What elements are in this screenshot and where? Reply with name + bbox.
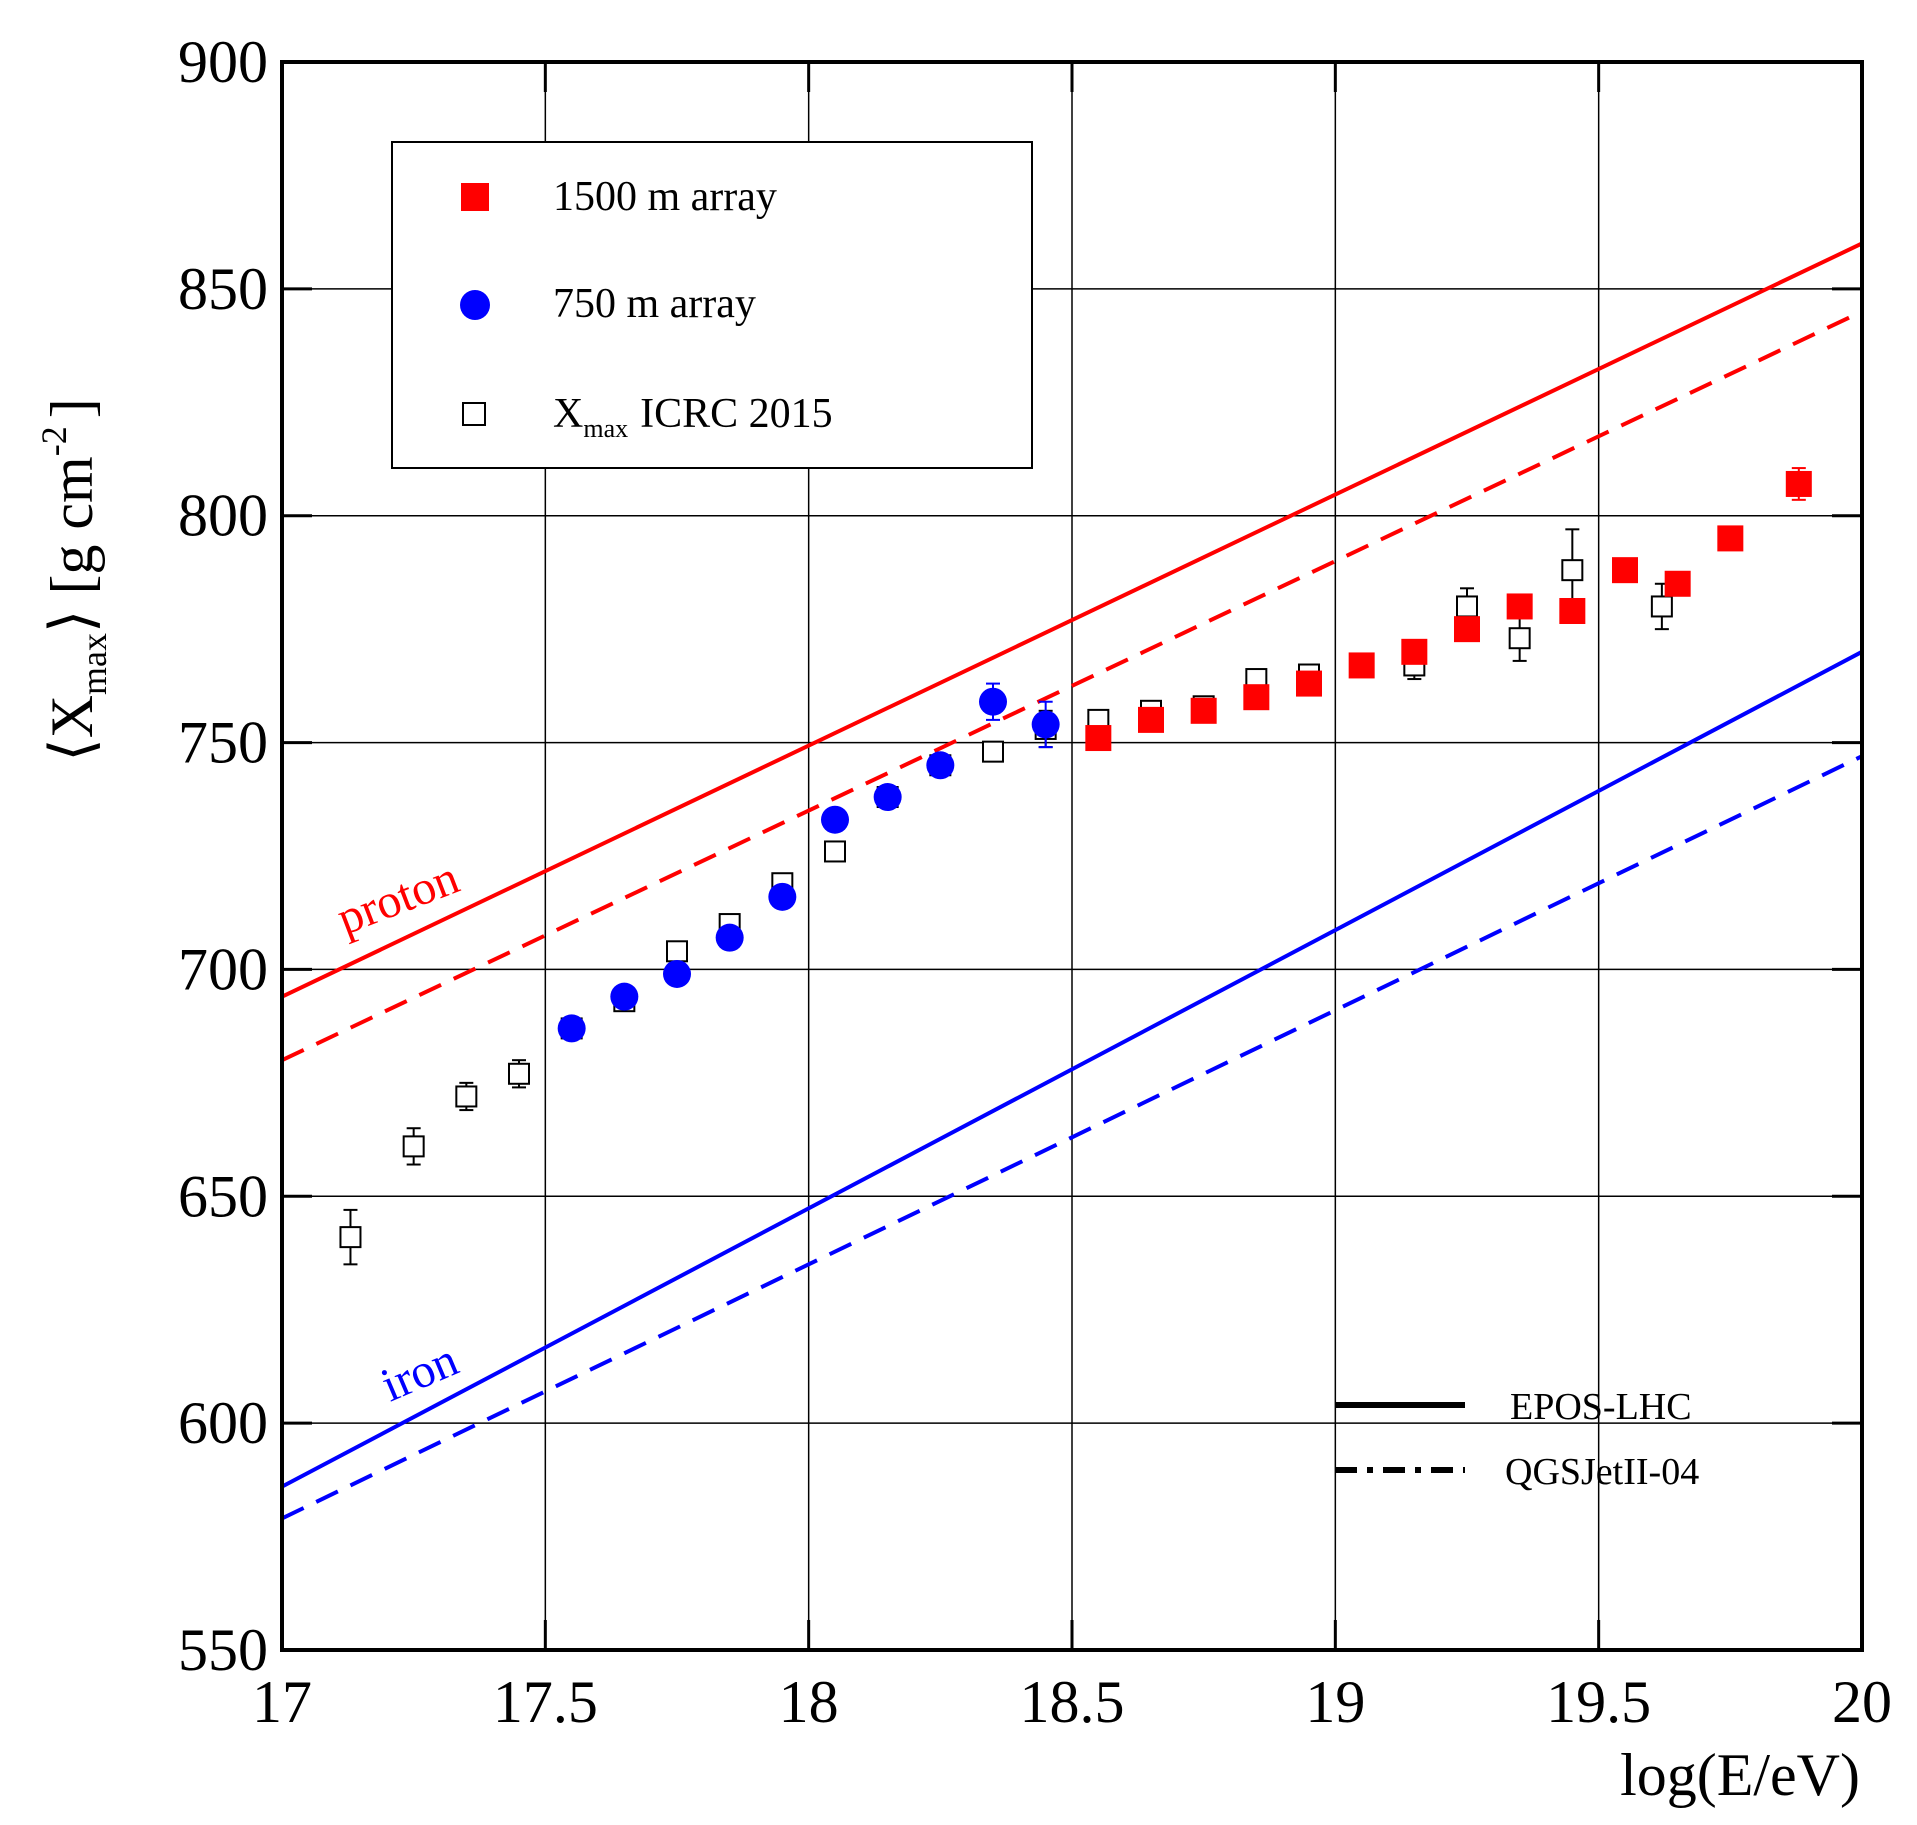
- x-axis-title: log(E/eV): [1620, 1742, 1860, 1808]
- data-point-1500m: [1717, 525, 1744, 552]
- model-legend-epos-label: EPOS-LHC: [1510, 1386, 1692, 1428]
- x-tick-label: 19.5: [1546, 1669, 1651, 1735]
- model-line-proton-epos: [281, 241, 1863, 999]
- data-point-750m: [610, 982, 639, 1011]
- data-point-icrc2015: [339, 1226, 362, 1249]
- data-point-icrc2015: [824, 840, 846, 863]
- iron-label: iron: [374, 1333, 466, 1412]
- x-tick-label: 17.5: [493, 1669, 598, 1735]
- data-point-icrc2015: [982, 740, 1004, 763]
- data-point-1500m: [1612, 557, 1638, 584]
- legend-label-750m: 750 m array: [553, 281, 756, 327]
- data-point-icrc2015: [666, 940, 688, 963]
- data-point-750m: [557, 1014, 586, 1043]
- x-tick-label: 18.5: [1020, 1669, 1125, 1735]
- y-tick-label: 600: [178, 1390, 268, 1456]
- data-point-1500m: [1785, 470, 1812, 497]
- x-tick-label: 20: [1832, 1669, 1892, 1735]
- y-tick-label: 700: [178, 936, 268, 1002]
- data-point-icrc2015: [1561, 559, 1584, 582]
- legend-label-1500m: 1500 m array: [553, 174, 777, 220]
- proton-label: proton: [330, 851, 466, 945]
- data-point-1500m: [1138, 706, 1164, 733]
- model-line-proton-qgsjet: [281, 309, 1863, 1062]
- model-lines: [281, 241, 1863, 1521]
- data-point-1500m: [1401, 638, 1428, 665]
- data-point-750m: [926, 751, 955, 780]
- data-point-icrc2015: [1456, 595, 1478, 618]
- axis-ticks: [280, 60, 1864, 1652]
- data-point-icrc2015: [1508, 627, 1531, 650]
- data-point-1500m: [1559, 597, 1586, 624]
- y-tick-label: 650: [178, 1163, 268, 1229]
- data-point-1500m: [1296, 670, 1322, 697]
- model-legend: EPOS-LHC QGSJetII-04: [1335, 1386, 1699, 1493]
- model-legend-qgsjet-label: QGSJetII-04: [1505, 1451, 1699, 1493]
- data-point-750m: [1031, 710, 1060, 739]
- y-axis-title: ⟨Xmax⟩ [g cm-2]: [34, 398, 114, 761]
- y-tick-label: 850: [178, 256, 268, 322]
- y-tick-label: 900: [178, 29, 268, 95]
- data-point-750m: [768, 882, 797, 911]
- data-point-icrc2015: [455, 1085, 478, 1108]
- data-point-1500m: [1190, 697, 1217, 724]
- y-tick-label: 550: [178, 1617, 268, 1683]
- data-point-750m: [715, 923, 744, 952]
- data-point-1500m: [1506, 593, 1533, 620]
- model-line-iron-qgsjet: [281, 754, 1863, 1521]
- data-point-icrc2015: [508, 1062, 530, 1085]
- y-tick-label: 750: [178, 710, 268, 776]
- data-point-1500m: [1664, 570, 1691, 597]
- model-line-iron-epos: [281, 650, 1863, 1489]
- data-point-1500m: [1243, 684, 1270, 711]
- tick-labels: 17 17.5 18 18.5 19 19.5 20 550 600 650 700 750 800 85…: [178, 29, 1892, 1735]
- data-point-750m: [979, 687, 1007, 716]
- data-point-750m: [873, 783, 902, 812]
- legend: 1500 m array 750 m array Xmax ICRC 2015: [391, 141, 1033, 469]
- data-point-icrc2015: [402, 1135, 425, 1158]
- data-points: [339, 467, 1812, 1266]
- data-point-750m: [663, 959, 691, 988]
- data-point-1500m: [1348, 652, 1375, 679]
- x-tick-label: 19: [1305, 1669, 1365, 1735]
- legend-box: [391, 141, 1033, 469]
- data-point-1500m: [1454, 616, 1480, 643]
- data-point-750m: [821, 805, 849, 834]
- legend-marker-icrc: [462, 402, 486, 426]
- y-tick-label: 800: [178, 483, 268, 549]
- data-point-icrc2015: [1650, 595, 1673, 618]
- legend-marker-750m: [460, 290, 490, 320]
- x-tick-label: 17: [252, 1669, 312, 1735]
- legend-label-icrc: Xmax ICRC 2015: [553, 391, 833, 443]
- legend-marker-1500m: [461, 183, 489, 211]
- x-tick-label: 18: [779, 1669, 839, 1735]
- data-point-1500m: [1085, 725, 1112, 752]
